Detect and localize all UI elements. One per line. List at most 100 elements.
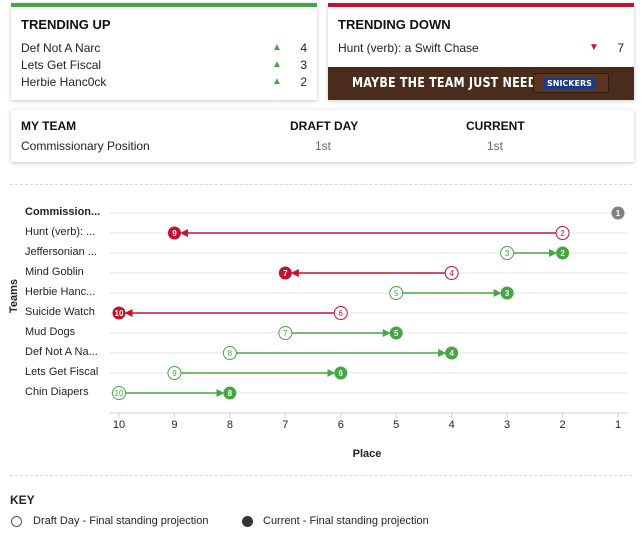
my-team-card: MY TEAM DRAFT DAY CURRENT Commissionary … [11, 110, 634, 162]
my-team-title: MY TEAM [21, 119, 77, 133]
up-arrow-icon: ▲ [272, 42, 282, 53]
team-label[interactable]: Herbie Hanc... [25, 286, 96, 298]
x-tick-label: 7 [282, 419, 289, 431]
up-arrow-icon: ▲ [272, 59, 282, 70]
trend-change: 2 [300, 75, 307, 89]
trend-change: 7 [617, 41, 624, 55]
team-name: Def Not A Narc [21, 41, 101, 55]
snickers-ad-banner[interactable]: MAYBE THE TEAM JUST NEEDS A SNICKERS [328, 67, 634, 100]
section-divider [10, 184, 632, 185]
current-marker-label: 2 [560, 249, 565, 258]
current-header: CURRENT [466, 119, 525, 133]
current-marker-label: 9 [172, 229, 177, 238]
current-value: 1st [487, 139, 504, 153]
x-tick-label: 9 [171, 419, 178, 431]
candy-bar-image: SNICKERS [533, 73, 609, 93]
trending-down-row[interactable]: Hunt (verb): a Swift Chase ▼ 7 [338, 41, 628, 55]
current-marker [389, 326, 403, 340]
team-name: Herbie Hanc0ck [21, 75, 107, 89]
current-marker [500, 286, 514, 300]
team-name: Lets Get Fiscal [21, 58, 102, 72]
x-tick-label: 10 [112, 419, 126, 431]
current-marker-label: 6 [339, 369, 344, 378]
current-marker-label: 8 [228, 389, 233, 398]
current-marker [445, 346, 459, 360]
draft-day-marker-label: 4 [449, 269, 454, 278]
up-arrow-icon: ▲ [272, 76, 282, 87]
x-tick-label: 4 [448, 419, 455, 431]
x-tick-label: 6 [337, 419, 344, 431]
x-tick-label: 1 [614, 419, 622, 431]
team-label[interactable]: Mind Goblin [25, 266, 84, 278]
team-label[interactable]: Def Not A Na... [25, 346, 98, 358]
draft-day-marker [112, 386, 126, 400]
trend-change: 3 [300, 58, 307, 72]
draft-day-marker [167, 366, 182, 380]
team-label[interactable]: Hunt (verb): ... [25, 226, 96, 238]
draft-day-marker-label: 8 [228, 349, 233, 358]
draft-day-marker [444, 266, 459, 280]
x-tick-label: 3 [504, 419, 511, 431]
x-tick-label: 8 [226, 419, 233, 431]
current-marker-label: 5 [394, 329, 399, 338]
trending-up-accent-bar [11, 3, 317, 7]
key-title: KEY [10, 493, 35, 507]
draft-day-marker [222, 346, 237, 360]
trending-down-accent-bar [328, 3, 634, 7]
draft-day-marker-label: 7 [283, 329, 288, 338]
chart-plot: 1 2 9 3 2 4 7 5 3 6 10 7 5 8 4 9 6 10 8 [110, 206, 628, 418]
draft-day-value: 1st [315, 139, 332, 153]
draft-day-marker-label: 9 [172, 369, 177, 378]
key-current-label: Current - Final standing projection [263, 515, 429, 527]
team-name: Hunt (verb): a Swift Chase [338, 41, 479, 55]
draft-day-header: DRAFT DAY [290, 119, 359, 133]
trending-up-title: TRENDING UP [21, 17, 111, 32]
key-draft-label: Draft Day - Final standing projection [33, 515, 209, 527]
team-label[interactable]: Suicide Watch [25, 306, 95, 318]
draft-day-marker [333, 306, 348, 320]
ad-text: MAYBE THE TEAM JUST NEEDS A [352, 76, 559, 91]
trending-up-card: TRENDING UP Def Not A Narc ▲ 4 Lets Get … [11, 3, 317, 100]
x-tick-label: 2 [559, 419, 566, 431]
draft-day-marker [500, 246, 515, 260]
current-marker [278, 266, 292, 280]
trending-up-row[interactable]: Herbie Hanc0ck ▲ 2 [21, 75, 311, 89]
draft-day-marker-icon [11, 516, 22, 527]
standings-chart: Teams Place 1 2 9 3 2 4 7 5 3 6 10 7 5 8 4 9 6 10 8 10 9 8 7 6… [0, 190, 642, 470]
x-axis-label: Place [352, 448, 382, 460]
current-marker-label: 10 [115, 309, 124, 318]
my-team-name: Commissionary Position [21, 139, 150, 153]
current-marker-icon [242, 516, 253, 527]
draft-day-marker-label: 6 [339, 309, 344, 318]
trending-up-row[interactable]: Def Not A Narc ▲ 4 [21, 41, 311, 55]
draft-day-marker [278, 326, 293, 340]
draft-day-marker [389, 286, 404, 300]
draft-day-marker [555, 226, 570, 240]
team-label[interactable]: Chin Diapers [25, 386, 89, 398]
current-marker [611, 206, 625, 220]
current-marker [112, 306, 126, 320]
team-label[interactable]: Mud Dogs [25, 326, 76, 338]
down-arrow-icon: ▼ [589, 42, 599, 53]
draft-day-marker-label: 10 [115, 389, 124, 398]
x-tick-label: 5 [393, 419, 400, 431]
team-label[interactable]: Jeffersonian ... [25, 246, 97, 258]
draft-day-marker-label: 3 [505, 249, 510, 258]
team-label[interactable]: Commission... [25, 206, 101, 218]
team-label[interactable]: Lets Get Fiscal [25, 366, 99, 378]
section-divider [10, 475, 632, 476]
current-marker [223, 386, 237, 400]
trend-change: 4 [300, 41, 307, 55]
current-marker [334, 366, 348, 380]
current-marker-label: 1 [616, 209, 621, 218]
current-marker-label: 3 [505, 289, 510, 298]
current-marker [556, 246, 570, 260]
current-marker [167, 226, 181, 240]
current-marker-label: 4 [449, 349, 454, 358]
trending-up-row[interactable]: Lets Get Fiscal ▲ 3 [21, 58, 311, 72]
trending-down-card: TRENDING DOWN Hunt (verb): a Swift Chase… [328, 3, 634, 100]
draft-day-marker-label: 2 [560, 229, 565, 238]
ad-brand: SNICKERS [543, 78, 596, 89]
trending-down-title: TRENDING DOWN [338, 17, 451, 32]
draft-day-marker-label: 5 [394, 289, 399, 298]
